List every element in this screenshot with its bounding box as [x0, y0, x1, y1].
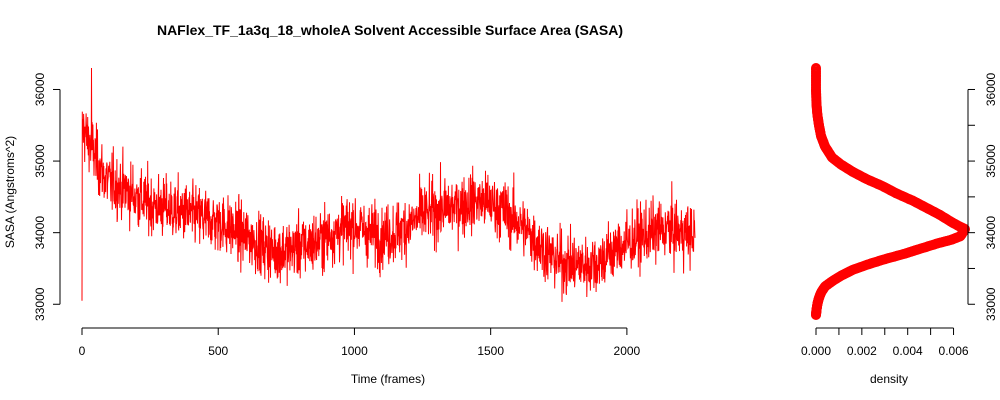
time-x-tick-label: 1500 — [477, 344, 504, 358]
time-x-tick-label: 2000 — [614, 344, 641, 358]
density-x-tick-label: 0.000 — [801, 344, 831, 358]
density-x-axis: 0.000 0.002 0.004 0.006 — [801, 327, 969, 358]
sasa-y-tick-label: 35000 — [33, 144, 47, 178]
density-x-tick-label: 0.006 — [939, 344, 969, 358]
density-y-tick-label: 34000 — [984, 216, 998, 250]
density-points — [811, 63, 970, 320]
density-y-axis: 33000 34000 35000 36000 — [967, 72, 998, 321]
sasa-y-axis-label: SASA (Angstroms^2) — [3, 136, 17, 248]
sasa-series-line — [81, 67, 696, 302]
density-y-tick-label: 35000 — [984, 144, 998, 178]
density-x-tick-label: 0.002 — [847, 344, 877, 358]
density-y-tick-label: 33000 — [984, 287, 998, 321]
time-x-tick-label: 500 — [208, 344, 228, 358]
density-x-tick-label: 0.004 — [893, 344, 923, 358]
density-y-tick-label: 36000 — [984, 72, 998, 106]
time-series-panel: 0 500 1000 1500 2000 33000 34000 35000 36000 Ti… — [3, 67, 696, 386]
density-point — [811, 310, 821, 320]
sasa-y-tick-label: 34000 — [33, 216, 47, 250]
density-x-axis-label: density — [870, 372, 908, 386]
chart-title: NAFlex_TF_1a3q_18_wholeA Solvent Accessi… — [157, 22, 623, 38]
sasa-y-tick-label: 33000 — [33, 287, 47, 321]
sasa-y-tick-label: 36000 — [33, 72, 47, 106]
time-x-tick-label: 0 — [79, 344, 86, 358]
time-x-axis-label: Time (frames) — [351, 372, 425, 386]
density-panel: 0.000 0.002 0.004 0.006 33000 34000 35000 3600… — [801, 63, 998, 386]
sasa-y-axis: 33000 34000 35000 36000 — [33, 72, 61, 321]
time-x-tick-label: 1000 — [341, 344, 368, 358]
time-x-axis: 0 500 1000 1500 2000 — [79, 327, 641, 358]
